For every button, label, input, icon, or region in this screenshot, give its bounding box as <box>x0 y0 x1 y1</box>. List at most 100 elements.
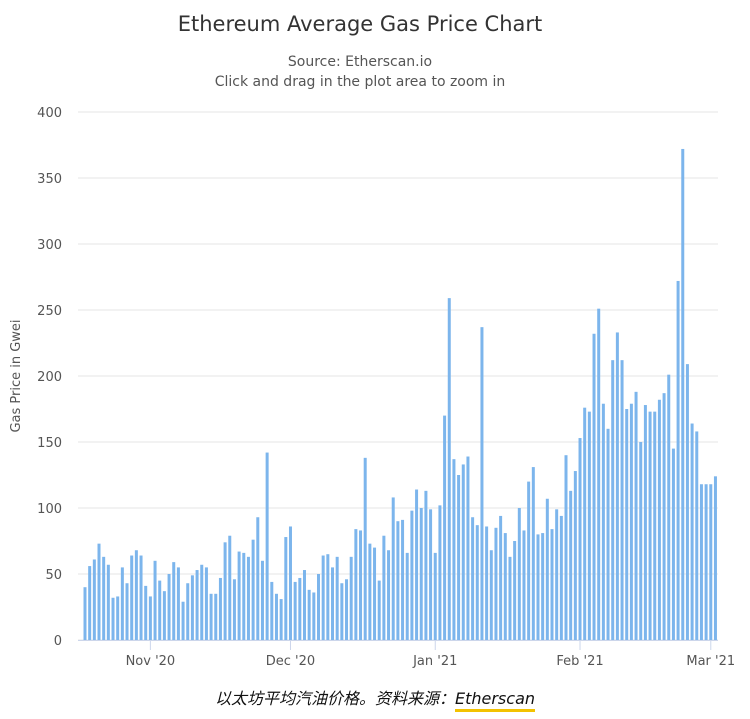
etherscan-link[interactable]: Etherscan <box>454 689 536 712</box>
bar <box>545 498 549 640</box>
caption: 以太坊平均汽油价格。资料来源：Etherscan <box>0 685 750 712</box>
bar <box>186 583 190 640</box>
bar <box>555 509 559 640</box>
bar <box>550 529 554 640</box>
y-tick-label: 250 <box>37 304 62 319</box>
bar <box>218 577 222 640</box>
bar <box>204 567 208 640</box>
bar <box>615 332 619 640</box>
bar <box>634 391 638 640</box>
bar <box>340 583 344 640</box>
bar <box>172 562 176 640</box>
x-tick-label: Feb '21 <box>556 654 603 669</box>
bar <box>223 542 227 640</box>
bar <box>443 415 447 640</box>
bar <box>466 456 470 640</box>
bar <box>657 399 661 640</box>
bar <box>288 526 292 640</box>
bar <box>433 552 437 640</box>
bar <box>401 519 405 640</box>
bar <box>564 455 568 640</box>
bar <box>111 597 115 640</box>
bar <box>527 481 531 640</box>
bar <box>480 327 484 640</box>
y-axis-label: Gas Price in Gwei <box>9 319 24 432</box>
bar <box>667 374 671 640</box>
bar <box>475 525 479 640</box>
bar <box>709 484 713 640</box>
bar <box>302 570 306 640</box>
bar <box>419 508 423 640</box>
bar <box>139 555 143 640</box>
bar <box>452 459 456 640</box>
bar <box>279 599 283 640</box>
bar <box>639 442 643 640</box>
bar <box>643 405 647 640</box>
bar <box>237 551 241 640</box>
x-tick-label: Mar '21 <box>686 654 735 669</box>
bar <box>541 533 545 640</box>
bar <box>531 467 535 640</box>
bar <box>130 555 134 640</box>
bar <box>377 580 381 640</box>
bar <box>485 526 489 640</box>
bar <box>522 530 526 640</box>
bar <box>653 411 657 640</box>
bar <box>125 583 129 640</box>
bar <box>382 535 386 640</box>
y-tick-label: 100 <box>37 502 62 517</box>
bar <box>214 593 218 640</box>
zoom-hint: Click and drag in the plot area to zoom … <box>214 74 506 90</box>
bar <box>232 579 236 640</box>
bar <box>209 593 213 640</box>
bar <box>148 596 152 640</box>
bar <box>681 148 685 640</box>
bar <box>648 411 652 640</box>
bar <box>513 541 517 640</box>
bar <box>307 589 311 640</box>
bar <box>391 497 395 640</box>
bar <box>176 567 180 640</box>
bar <box>134 550 138 640</box>
bar <box>373 547 377 640</box>
bar <box>158 580 162 640</box>
bar <box>629 403 633 640</box>
bar <box>499 515 503 640</box>
bar <box>321 555 325 640</box>
bar <box>242 552 246 640</box>
caption-text: 以太坊平均汽油价格。资料来源： <box>214 689 455 708</box>
bar <box>317 574 320 640</box>
bar <box>699 484 703 640</box>
bar <box>410 510 414 640</box>
bar <box>260 560 264 640</box>
bar <box>536 534 540 640</box>
bar <box>83 587 87 640</box>
bar <box>415 489 419 640</box>
bar <box>704 484 708 640</box>
bar <box>461 464 465 640</box>
bar <box>517 508 521 640</box>
bar <box>592 333 596 640</box>
bar <box>349 556 353 640</box>
y-tick-label: 0 <box>54 634 62 649</box>
chart-subtitle: Source: Etherscan.io <box>287 54 433 70</box>
bar <box>363 457 367 640</box>
bar <box>354 529 358 640</box>
bar <box>88 566 92 640</box>
bar <box>228 535 232 640</box>
bar <box>662 393 666 640</box>
bar <box>587 411 591 640</box>
bar <box>396 521 400 640</box>
bar <box>671 448 675 640</box>
bar <box>503 533 507 640</box>
bar <box>508 556 512 640</box>
chart-title: Ethereum Average Gas Price Chart <box>177 12 543 36</box>
bar <box>405 552 409 640</box>
bar <box>611 360 615 640</box>
bar <box>162 591 166 640</box>
y-tick-label: 300 <box>37 238 62 253</box>
bar <box>578 438 582 640</box>
bar <box>695 431 699 640</box>
bar <box>438 505 442 640</box>
chart-plot-area[interactable]: 0 50 100 150 200 250 300 350 400 Gas Price in Gwe… <box>0 0 750 680</box>
